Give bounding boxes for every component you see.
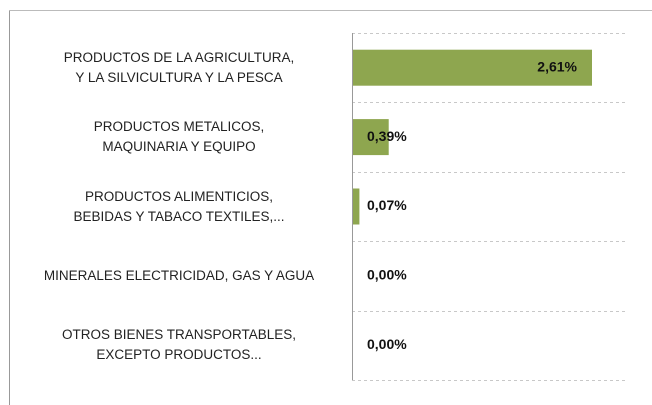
bar bbox=[353, 188, 360, 225]
value-label: 0,07% bbox=[367, 197, 407, 213]
value-label: 2,61% bbox=[537, 58, 577, 74]
value-label: 0,00% bbox=[367, 267, 407, 283]
y-tick-label: MINERALES ELECTRICIDAD, GAS Y AGUA bbox=[43, 267, 315, 283]
value-label: 0,00% bbox=[367, 336, 407, 352]
bar bbox=[353, 49, 592, 86]
value-label: 0,39% bbox=[367, 128, 407, 144]
bar bbox=[353, 119, 389, 156]
y-tick-label: PRODUCTOS DE LA AGRICULTURA, Y LA SILVIC… bbox=[63, 49, 295, 85]
y-tick-label: PRODUCTOS METALICOS, MAQUINARIA Y EQUIPO bbox=[93, 119, 265, 155]
y-tick-label: PRODUCTOS ALIMENTICIOS, BEBIDAS Y TABACO… bbox=[73, 188, 285, 224]
y-tick-label: OTROS BIENES TRANSPORTABLES, EXCEPTO PRO… bbox=[61, 327, 297, 363]
